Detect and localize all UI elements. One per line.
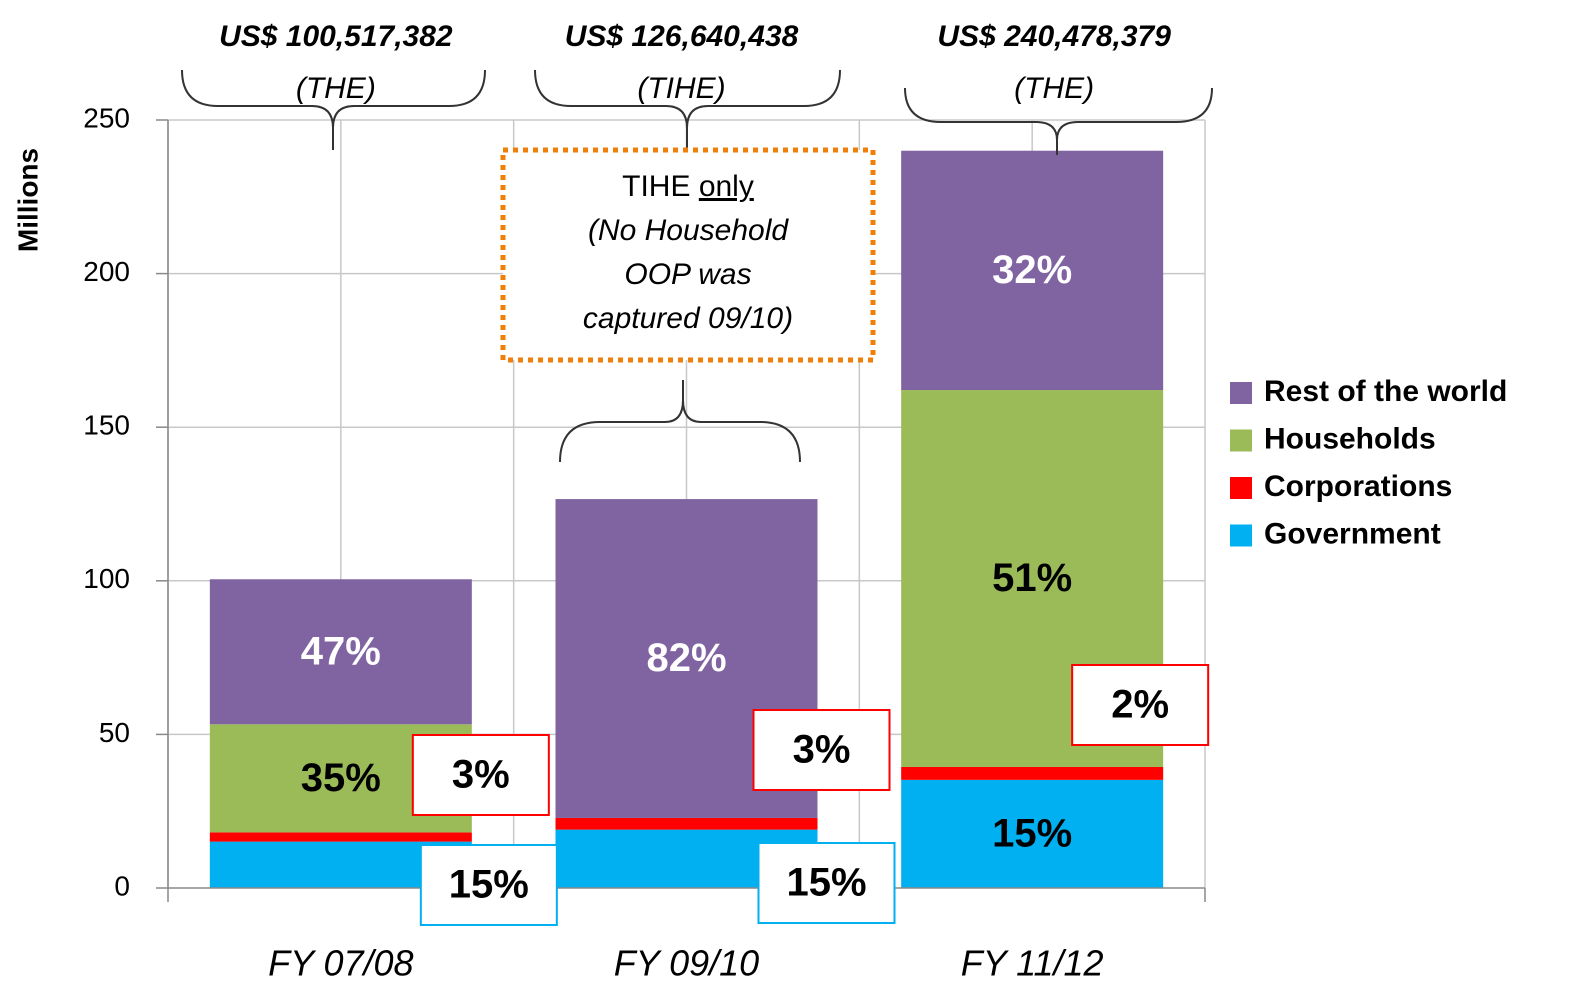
total-label: US$ 240,478,379 [937, 20, 1171, 53]
bar-segment [901, 779, 1164, 888]
data-label: 3% [452, 753, 510, 797]
x-tick-label: FY 09/10 [614, 943, 759, 984]
note-underlined: only [699, 170, 754, 203]
legend-swatch [1230, 429, 1252, 452]
data-label: 51% [992, 556, 1072, 600]
data-label: 82% [646, 636, 726, 680]
y-tick-label: 50 [99, 717, 130, 748]
note-text: (No Household [588, 214, 789, 247]
data-label: 2% [1111, 683, 1169, 727]
bar-segment [209, 579, 472, 725]
legend-label: Rest of the world [1264, 375, 1507, 408]
total-measure: (TIHE) [637, 72, 725, 105]
bar-segment [209, 832, 472, 842]
bar-segment [901, 766, 1164, 780]
brace [181, 69, 486, 150]
x-tick-label: FY 11/12 [961, 943, 1104, 984]
label-box [1071, 664, 1210, 746]
data-label: 3% [793, 728, 851, 772]
data-label: 15% [449, 863, 529, 907]
y-tick-label: 0 [114, 870, 130, 901]
data-label: 15% [992, 811, 1072, 855]
y-tick-label: 100 [83, 563, 130, 594]
y-tick-label: 150 [83, 410, 130, 441]
data-label: 35% [301, 756, 381, 800]
label-box [419, 844, 558, 926]
label-box [411, 734, 550, 816]
legend-swatch [1230, 382, 1252, 404]
legend-label: Corporations [1264, 470, 1452, 503]
note-text: OOP was [624, 258, 751, 291]
brace [534, 69, 841, 148]
note-box [500, 147, 876, 363]
note-text: TIHE only [622, 170, 754, 203]
y-tick-label: 200 [83, 256, 130, 287]
y-axis-label: Millions [12, 148, 43, 252]
total-measure: (THE) [1014, 72, 1094, 105]
total-label: US$ 100,517,382 [219, 20, 453, 53]
x-tick-label: FY 07/08 [268, 943, 413, 984]
bar-segment [901, 150, 1164, 391]
brace [559, 380, 801, 463]
total-label: US$ 126,640,438 [565, 20, 799, 53]
label-box [752, 709, 891, 791]
legend-label: Households [1264, 422, 1436, 455]
legend-swatch [1230, 477, 1252, 499]
y-tick-label: 250 [83, 102, 130, 133]
data-label: 47% [301, 629, 381, 673]
bar-segment [555, 817, 818, 830]
note-text: captured 09/10) [583, 302, 793, 335]
label-box [757, 842, 896, 924]
legend-swatch [1230, 524, 1252, 547]
total-measure: (THE) [296, 72, 376, 105]
data-label: 32% [992, 248, 1072, 292]
note-text: TIHE [622, 170, 690, 203]
brace [904, 87, 1213, 155]
legend-label: Government [1264, 517, 1441, 550]
data-label: 15% [786, 861, 866, 905]
